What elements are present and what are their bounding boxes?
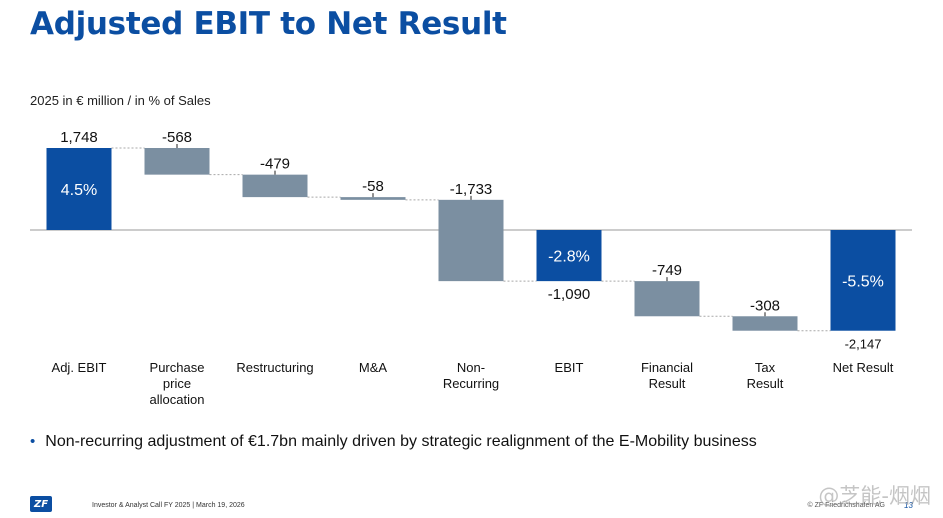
value-label: 1,748 [60,129,98,146]
category-label: EBIT [555,360,584,375]
value-label: -479 [260,156,290,173]
category-label-line: Restructuring [236,360,313,375]
category-label-line: Tax [755,360,776,375]
margin-label: 4.5% [61,182,97,199]
category-label-line: Purchase [150,360,205,375]
margin-label: -2.8% [548,249,590,266]
footer-copyright: © ZF Friedrichshafen AG [807,502,885,509]
margin-label: -5.5% [842,273,884,290]
bar-ebit [536,230,602,282]
bullet-text: Non-recurring adjustment of €1.7bn mainl… [45,433,757,450]
category-label-line: Net Result [833,360,894,375]
category-label-line: M&A [359,360,388,375]
watermark-text: @芝能-烟烟 [818,484,931,508]
category-label: Purchase price allocation [150,360,205,407]
value-label: -308 [750,297,780,314]
category-label-line: Recurring [443,376,499,391]
value-label: -749 [652,262,682,279]
page-number: 13 [904,501,913,510]
category-label: Net Result [833,360,894,375]
category-label-line: Non- [457,360,485,375]
bar-non-recurring [438,199,504,282]
bar-restructuring [242,174,308,198]
bullet-dot-icon: • [30,433,36,450]
bar-tax-result [732,316,798,331]
bar-adj-ebit [46,148,112,230]
category-label: Restructuring [236,360,313,375]
category-label: M&A [359,360,388,375]
category-label: Adj. EBIT [52,360,107,375]
value-label: -2,147 [845,337,882,352]
category-label-line: allocation [150,392,205,407]
category-label: Non-Recurring [443,360,499,391]
footer-event-text: Investor & Analyst Call FY 2025 | March … [92,502,245,509]
value-label: -1,090 [548,286,591,303]
category-label-line: Adj. EBIT [52,360,107,375]
bar-purchase-price-allocation [144,148,210,175]
bar-financial-result [634,281,700,317]
page-title: Adjusted EBIT to Net Result [30,6,507,42]
category-label-line: Result [649,376,686,391]
bar-net-result [830,230,896,331]
category-label-line: price [163,376,191,391]
chart-unit-label: 2025 in € million / in % of Sales [30,93,211,108]
category-label-line: Result [747,376,784,391]
waterfall-chart: 1,748 4.5% Adj. EBIT -568 Purchase price alloc… [30,129,912,407]
value-label: -568 [162,129,192,146]
bullet-point: • Non-recurring adjustment of €1.7bn main… [30,433,757,451]
bar-m-a [340,197,406,200]
category-label: Tax Result [747,360,784,391]
value-label: -58 [362,178,384,195]
category-label-line: EBIT [555,360,584,375]
value-label: -1,733 [450,181,493,198]
category-label: Financial Result [641,360,693,391]
category-label-line: Financial [641,360,693,375]
zf-logo: ZF [30,496,52,512]
